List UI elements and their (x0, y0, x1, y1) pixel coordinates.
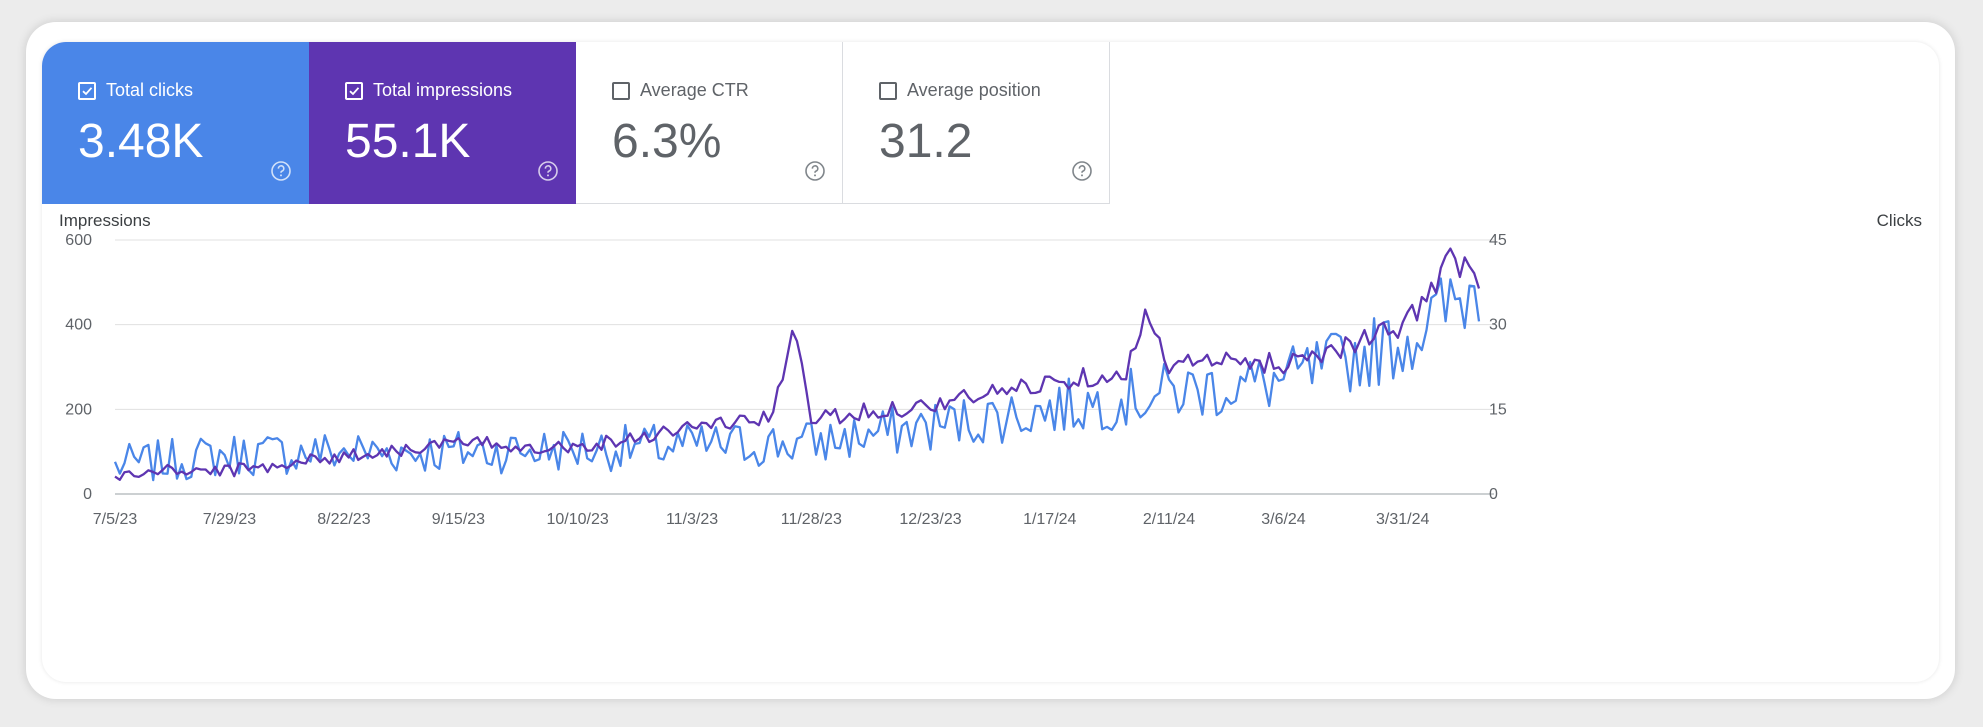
x-tick-label: 8/22/23 (317, 511, 370, 528)
metric-label: Average position (907, 80, 1041, 100)
right-tick-label: 30 (1489, 317, 1507, 334)
x-tick-label: 7/5/23 (93, 511, 138, 528)
x-tick-label: 3/31/24 (1376, 511, 1429, 528)
left-axis-title: Impressions (59, 211, 151, 230)
right-tick-label: 45 (1489, 232, 1507, 249)
metric-average-position[interactable]: Average position 31.2 (843, 42, 1110, 204)
impressions-series-line (114, 247, 1481, 481)
checkbox-icon[interactable] (345, 81, 363, 100)
metric-value: 6.3% (612, 115, 722, 168)
right-tick-label: 15 (1489, 401, 1507, 418)
right-axis-title: Clicks (1877, 211, 1922, 230)
checkbox-icon[interactable] (78, 81, 96, 100)
left-tick-label: 600 (65, 232, 92, 249)
metric-total-impressions[interactable]: Total impressions 55.1K (309, 42, 576, 204)
metric-label: Total impressions (373, 80, 513, 100)
checkbox-icon[interactable] (612, 81, 630, 100)
x-tick-label: 3/6/24 (1261, 511, 1306, 528)
x-tick-label: 1/17/24 (1023, 511, 1076, 528)
help-icon[interactable] (270, 160, 292, 187)
left-tick-label: 200 (65, 401, 92, 418)
performance-chart: Impressions Clicks 0 200 400 600 0 15 30 45 7/5/… (59, 211, 1922, 528)
metric-average-ctr[interactable]: Average CTR 6.3% (576, 42, 843, 204)
x-tick-label: 11/28/23 (781, 511, 842, 528)
metric-label: Total clicks (106, 80, 194, 100)
help-icon[interactable] (537, 160, 559, 187)
left-tick-label: 0 (83, 486, 92, 503)
performance-card: Total clicks 3.48K Total impressions 55.… (42, 42, 1939, 682)
metric-total-clicks[interactable]: Total clicks 3.48K (42, 42, 309, 204)
x-tick-label: 9/15/23 (432, 511, 485, 528)
x-tick-label: 12/23/23 (899, 511, 961, 528)
metric-value: 31.2 (879, 115, 973, 168)
x-tick-label: 11/3/23 (666, 511, 718, 528)
help-icon[interactable] (804, 160, 826, 187)
checkbox-icon[interactable] (879, 81, 897, 100)
clicks-series-line (113, 277, 1481, 482)
frame: Total clicks 3.48K Total impressions 55.… (26, 22, 1955, 699)
x-tick-label: 10/10/23 (546, 511, 608, 528)
left-tick-label: 400 (65, 317, 92, 334)
metric-value: 55.1K (345, 115, 471, 168)
x-tick-label: 2/11/24 (1143, 511, 1195, 528)
help-icon[interactable] (1071, 160, 1093, 187)
metric-label: Average CTR (640, 80, 749, 100)
metric-value: 3.48K (78, 115, 204, 168)
x-tick-label: 7/29/23 (203, 511, 256, 528)
right-tick-label: 0 (1489, 486, 1498, 503)
metric-tabs: Total clicks 3.48K Total impressions 55.… (42, 42, 1110, 204)
